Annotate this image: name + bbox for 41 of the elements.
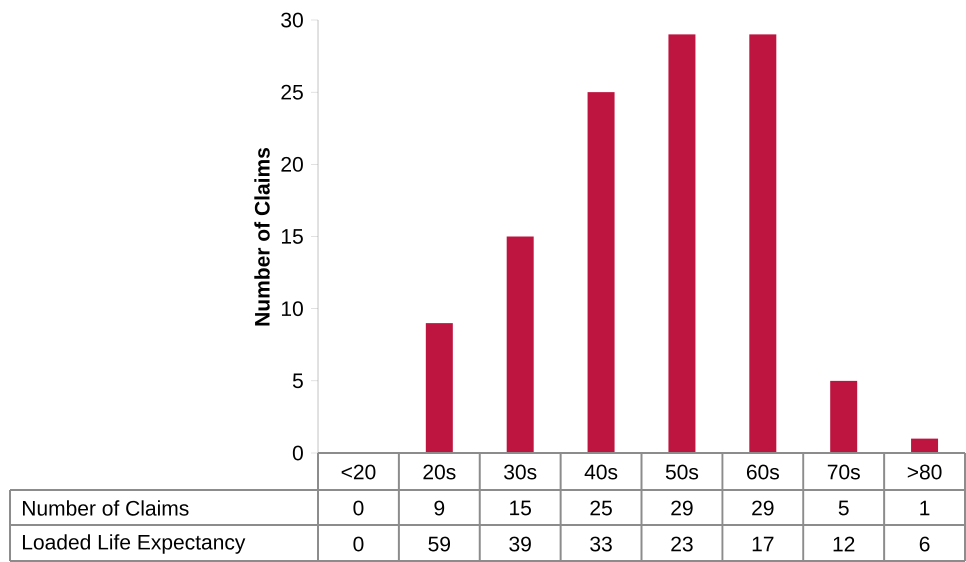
text: 0	[353, 536, 364, 552]
text: 17	[752, 536, 774, 552]
text: Number of Claims	[22, 500, 189, 516]
y-tick-label: 10	[282, 301, 303, 316]
bar	[668, 34, 696, 453]
bar	[830, 380, 858, 453]
y-tick-label: 15	[282, 229, 303, 244]
text: 6	[920, 536, 930, 552]
data-label: 0	[353, 500, 364, 516]
bar	[506, 236, 534, 453]
y-axis-title: Number of Claims	[254, 148, 270, 326]
text: 12	[834, 536, 854, 552]
y-tick-label: 30	[281, 12, 303, 28]
text: 23	[671, 536, 693, 552]
data-label: 29	[752, 500, 774, 516]
data-label: 25	[590, 500, 612, 516]
x-tick-label: 20s	[423, 464, 456, 480]
x-tick-label: <20	[342, 464, 376, 480]
data-label: 1	[920, 500, 930, 516]
y-tick-label: 25	[281, 84, 303, 100]
data-label: 29	[671, 500, 693, 516]
y-tick-label: 5	[292, 374, 303, 388]
text: 39	[509, 536, 531, 552]
x-tick-label: 30s	[504, 464, 536, 480]
x-tick-label: 60s	[746, 464, 779, 480]
bar	[588, 92, 615, 453]
bar	[911, 438, 938, 453]
text: Loaded Life Expectancy	[22, 534, 246, 554]
y-tick-label: 0	[292, 446, 303, 460]
x-tick-label: 70s	[828, 464, 860, 480]
x-tick-label: 50s	[666, 464, 698, 480]
bar	[749, 34, 776, 453]
text: 59	[428, 536, 450, 552]
data-label: 15	[510, 500, 531, 516]
x-tick-label: 40s	[584, 464, 618, 480]
text: 33	[590, 536, 612, 552]
x-tick-label: >80	[908, 464, 942, 480]
bar	[426, 323, 453, 453]
data-label: 5	[838, 500, 849, 516]
data-label: 9	[434, 500, 444, 516]
y-tick-label: 20	[281, 156, 303, 172]
